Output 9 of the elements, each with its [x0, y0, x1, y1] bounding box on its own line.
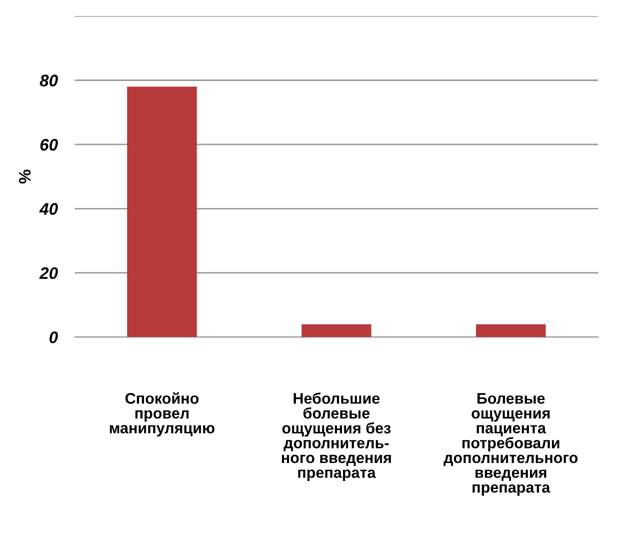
x-tick-label: Болевые ощущения пациента потребовали дополнительного введения препарата	[444, 393, 578, 496]
y-tick-label: 20	[39, 267, 58, 280]
y-tick-label: 0	[50, 331, 58, 344]
y-tick-label: 40	[39, 203, 58, 215]
y-tick-label: 60	[40, 138, 58, 151]
x-tick-label: Спокойно провел манипуляцию	[110, 392, 214, 436]
x-tick-label: Небольшие болевые ощущения без дополнитель- ного введения препарата	[282, 392, 391, 481]
y-tick-label: 80	[40, 74, 58, 86]
y-axis-title: %	[18, 170, 31, 184]
